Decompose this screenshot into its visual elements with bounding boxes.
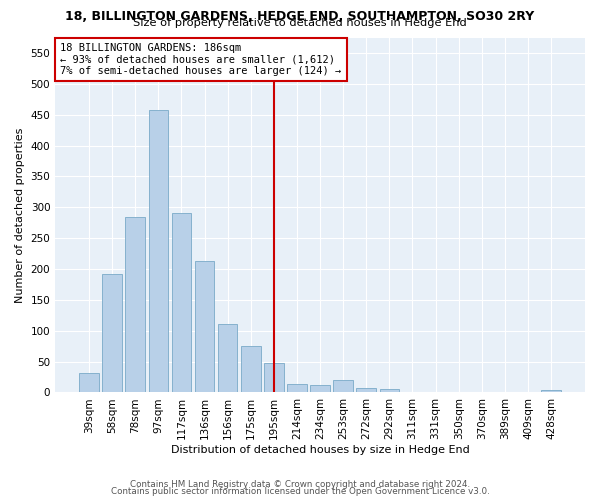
Bar xyxy=(334,380,353,392)
Bar xyxy=(356,388,376,392)
Bar xyxy=(541,390,561,392)
Bar xyxy=(79,372,99,392)
Bar xyxy=(195,261,214,392)
X-axis label: Distribution of detached houses by size in Hedge End: Distribution of detached houses by size … xyxy=(171,445,469,455)
Bar xyxy=(218,324,238,392)
Bar xyxy=(264,364,284,392)
Bar xyxy=(310,385,330,392)
Bar xyxy=(103,274,122,392)
Text: Contains HM Land Registry data © Crown copyright and database right 2024.: Contains HM Land Registry data © Crown c… xyxy=(130,480,470,489)
Bar xyxy=(172,214,191,392)
Bar xyxy=(125,216,145,392)
Y-axis label: Number of detached properties: Number of detached properties xyxy=(15,128,25,302)
Bar xyxy=(149,110,168,393)
Bar xyxy=(287,384,307,392)
Text: Size of property relative to detached houses in Hedge End: Size of property relative to detached ho… xyxy=(133,18,467,28)
Bar xyxy=(380,390,399,392)
Text: 18 BILLINGTON GARDENS: 186sqm
← 93% of detached houses are smaller (1,612)
7% of: 18 BILLINGTON GARDENS: 186sqm ← 93% of d… xyxy=(61,43,342,76)
Text: 18, BILLINGTON GARDENS, HEDGE END, SOUTHAMPTON, SO30 2RY: 18, BILLINGTON GARDENS, HEDGE END, SOUTH… xyxy=(65,10,535,23)
Bar xyxy=(241,346,260,393)
Text: Contains public sector information licensed under the Open Government Licence v3: Contains public sector information licen… xyxy=(110,487,490,496)
